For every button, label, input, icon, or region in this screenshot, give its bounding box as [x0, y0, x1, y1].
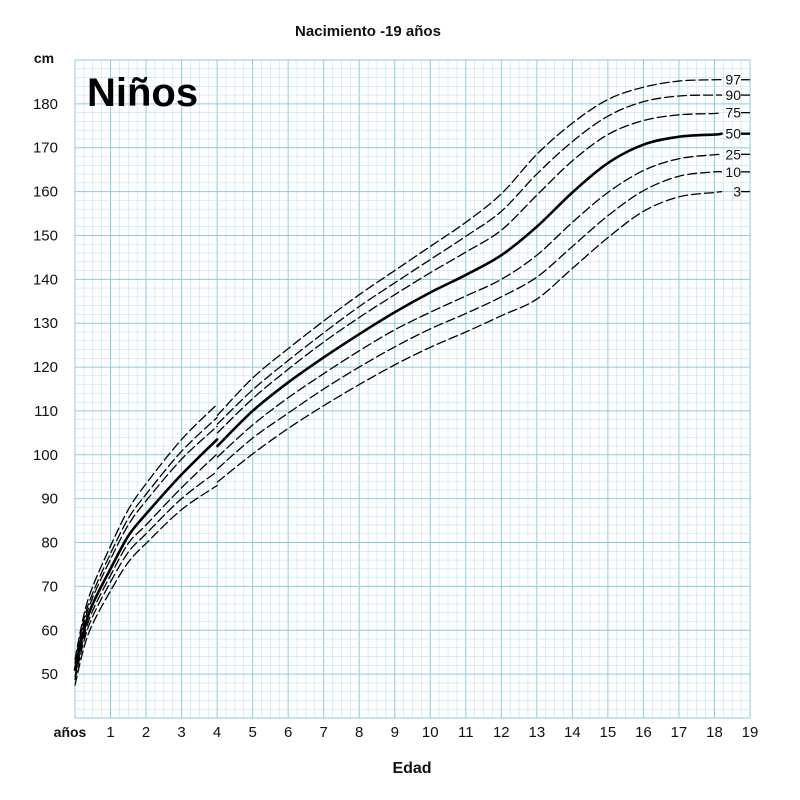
percentile-label-p97: 97: [725, 72, 741, 88]
y-tick-label: 50: [41, 666, 58, 683]
x-tick-label: 13: [528, 724, 545, 741]
x-axis-label: Edad: [392, 760, 431, 777]
y-tick-label: 130: [33, 315, 58, 332]
y-tick-label: 70: [41, 578, 58, 595]
y-tick-label: 140: [33, 271, 58, 288]
percentile-label-p25: 25: [725, 146, 741, 162]
percentile-label-p50: 50: [725, 126, 741, 142]
x-tick-label: 17: [671, 724, 688, 741]
x-tick-label: 6: [284, 724, 292, 741]
x-tick-label: 18: [706, 724, 723, 741]
y-tick-label: 110: [34, 403, 58, 420]
percentile-curve-p10: [216, 170, 723, 470]
percentile-label-p90: 90: [725, 87, 741, 103]
y-tick-label: 80: [41, 535, 58, 552]
y-axis-unit-label: cm: [34, 50, 54, 66]
y-tick-label: 100: [33, 447, 58, 464]
x-tick-label: 19: [742, 724, 759, 741]
percentile-curve-p90: [216, 94, 723, 425]
x-tick-label: 7: [320, 724, 328, 741]
x-tick-label: 8: [355, 724, 363, 741]
percentile-curve-p50: [73, 438, 219, 672]
percentile-label-p75: 75: [725, 105, 741, 121]
y-tick-label: 180: [33, 96, 58, 113]
grid: [74, 59, 751, 719]
percentile-label-p3: 3: [733, 184, 741, 200]
x-tick-label: 16: [635, 724, 652, 741]
percentile-curve-p25: [216, 153, 723, 458]
percentile-curve-p50: [216, 132, 723, 448]
x-tick-label: 3: [177, 724, 185, 741]
x-axis-unit-label: años: [54, 724, 87, 740]
percentile-curve-p90: [74, 416, 218, 664]
chart-subtitle: Niños: [87, 71, 198, 115]
x-tick-label: 14: [564, 724, 581, 741]
percentile-curve-p25: [74, 453, 218, 677]
x-tick-label: 11: [458, 724, 474, 741]
x-tick-labels: 1 2 3 4 5 6 7 8 9 10 11 12 13 14 15 16 17 18 19: [106, 724, 758, 741]
x-tick-label: 12: [493, 724, 510, 741]
y-tick-label: 120: [33, 359, 58, 376]
y-tick-label: 150: [33, 227, 58, 244]
percentile-curve-p3: [216, 190, 723, 483]
percentile-curve-p3: [74, 484, 218, 686]
x-tick-label: 1: [106, 724, 114, 741]
x-tick-label: 10: [422, 724, 439, 741]
percentile-curve-p75: [216, 111, 723, 434]
percentile-curve-p97: [216, 78, 723, 416]
percentile-curve-p97: [74, 403, 218, 660]
percentile-curves: [73, 78, 723, 686]
x-tick-label: 9: [391, 724, 399, 741]
percentile-label-p10: 10: [725, 164, 741, 180]
y-tick-labels: 50 60 70 80 90 100 110 120 130 140 150 160 170 180: [33, 96, 58, 683]
y-tick-label: 60: [41, 622, 58, 639]
chart-title: Nacimiento -19 años: [295, 23, 441, 40]
x-tick-label: 15: [600, 724, 617, 741]
x-tick-label: 4: [213, 724, 221, 741]
y-tick-label: 90: [41, 491, 58, 508]
percentile-curve-p10: [74, 470, 218, 681]
y-tick-label: 160: [33, 184, 58, 201]
x-tick-label: 2: [142, 724, 150, 741]
x-tick-label: 5: [248, 724, 256, 741]
y-tick-label: 170: [33, 140, 58, 157]
percentile-curve-p75: [74, 425, 218, 669]
